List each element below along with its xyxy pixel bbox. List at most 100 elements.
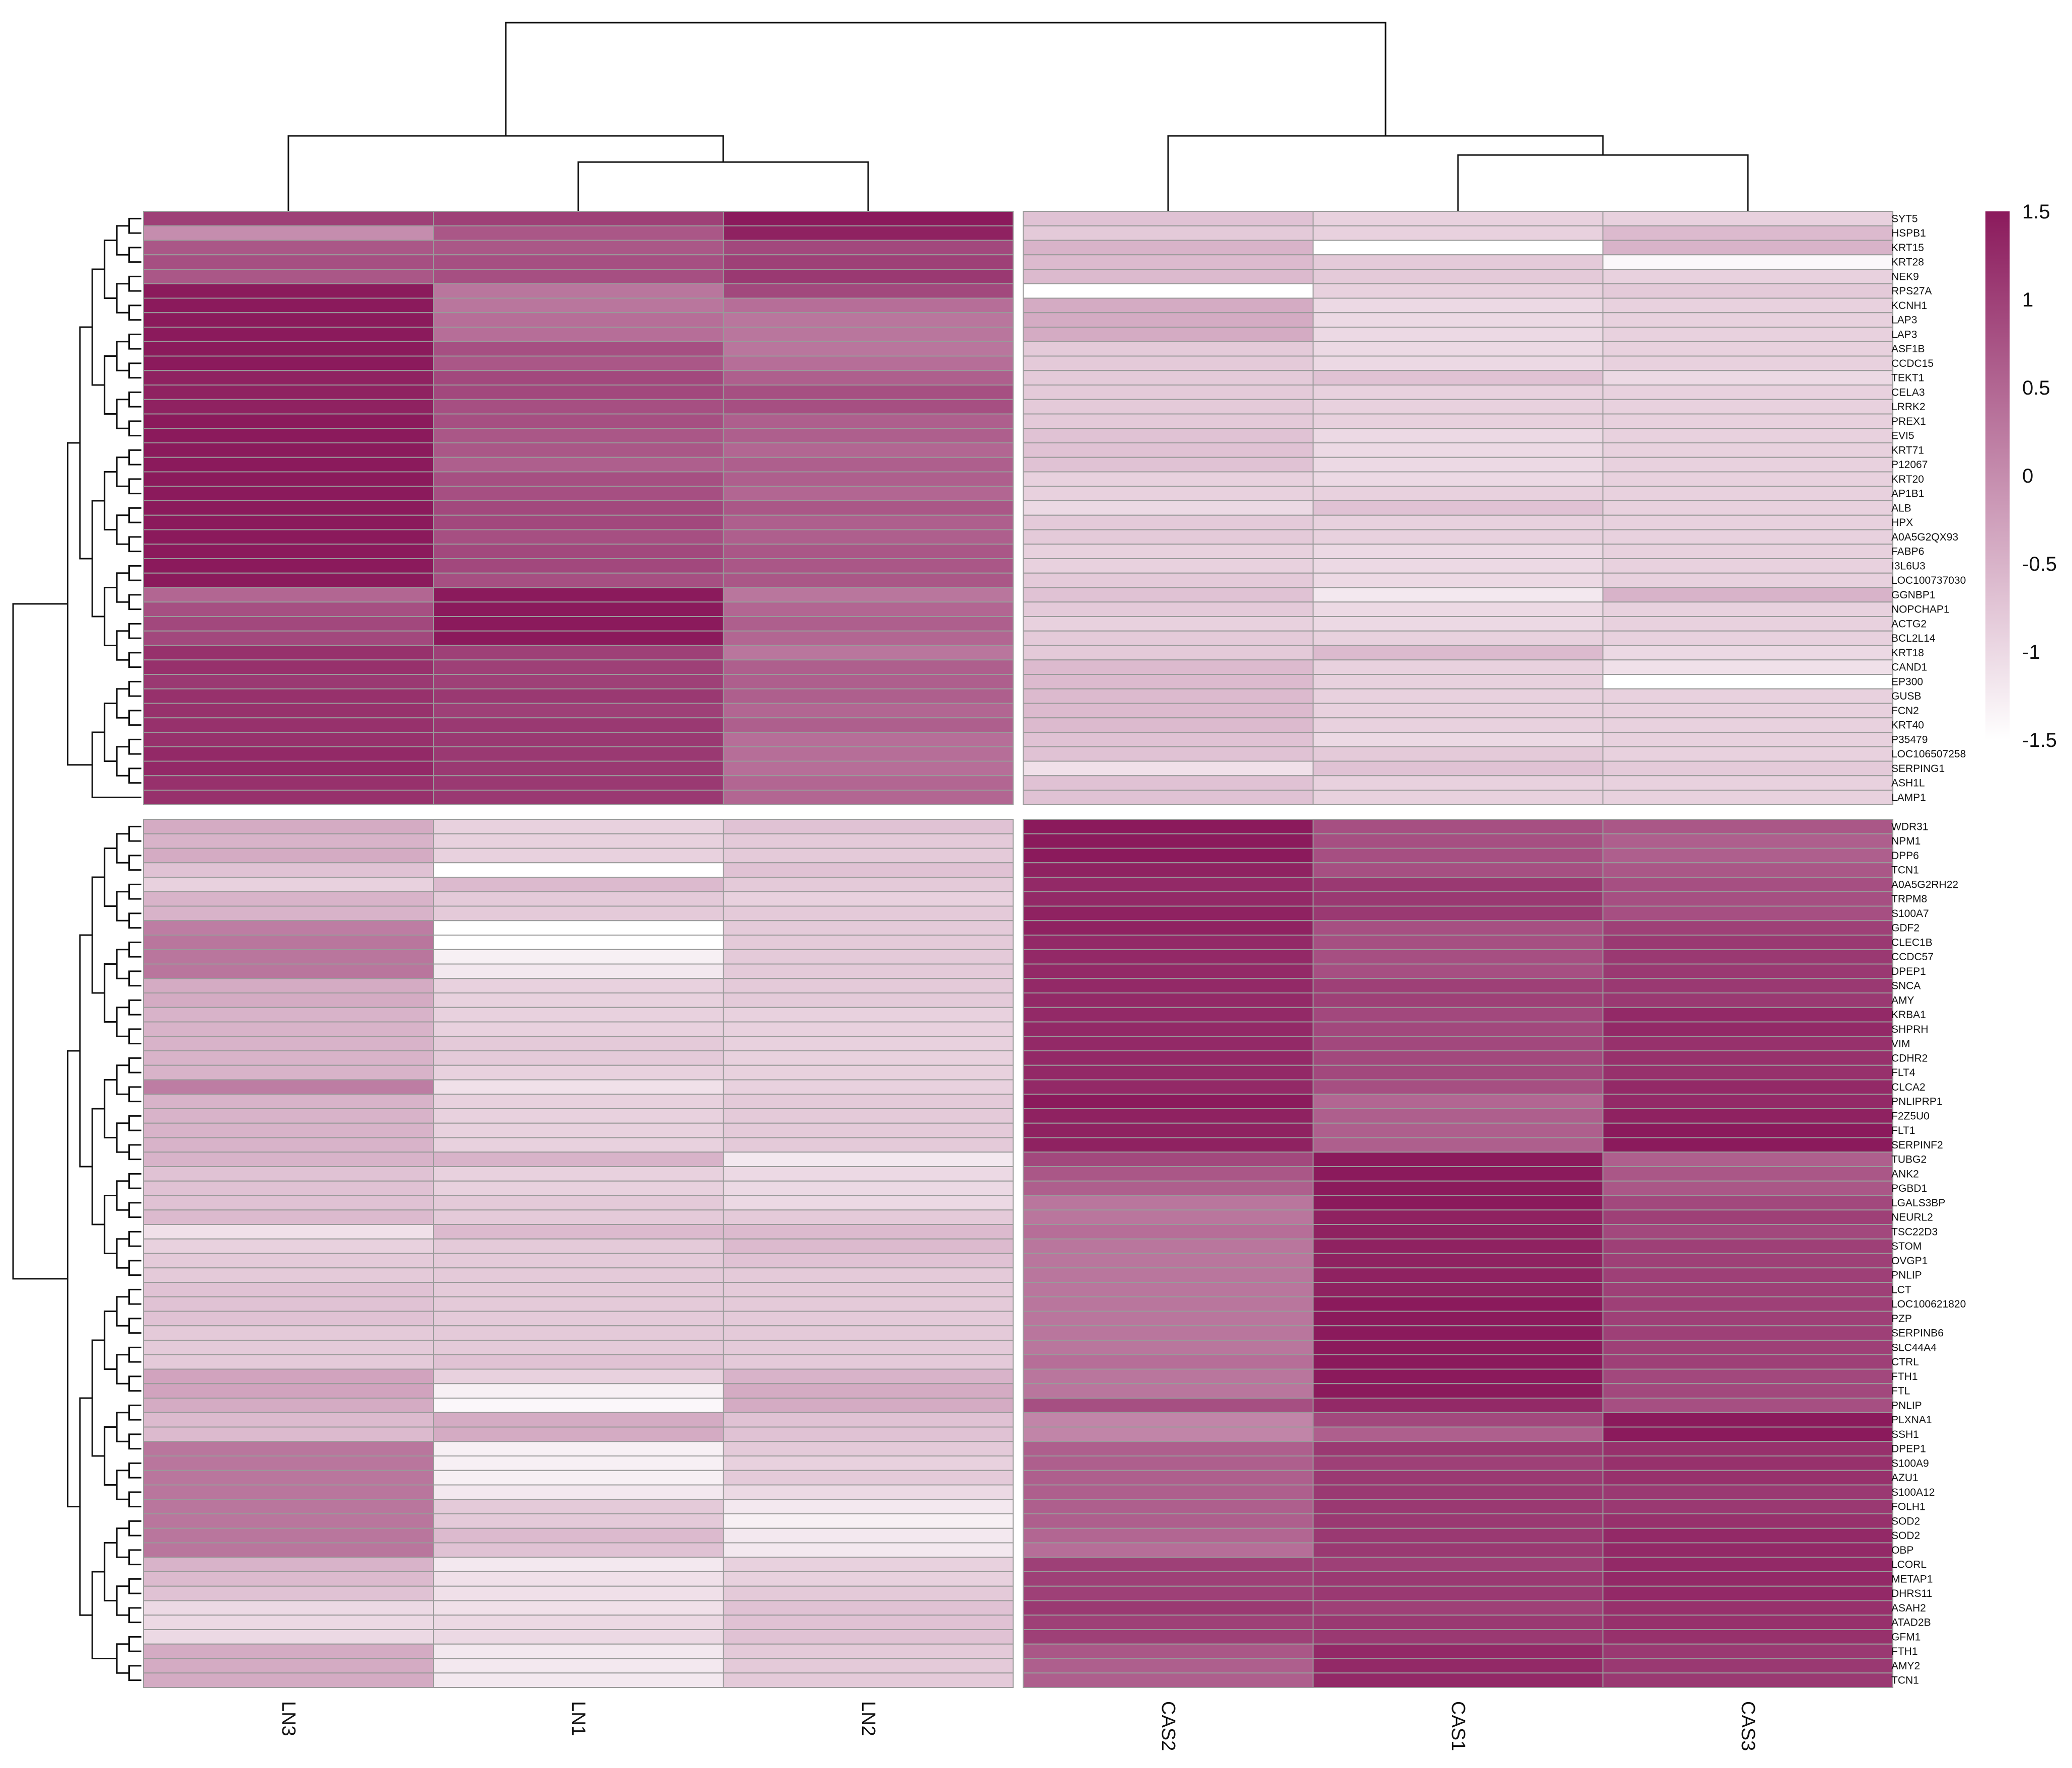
heatmap-cell (143, 500, 434, 516)
heatmap-cell (143, 1079, 434, 1095)
heatmap-cell (1602, 1325, 1893, 1341)
heatmap-cell (433, 587, 724, 603)
heatmap-cell (723, 920, 1014, 936)
dendrogram-branch (128, 825, 141, 842)
heatmap-cell (1313, 1513, 1603, 1529)
heatmap-cell (433, 1571, 724, 1587)
dendrogram-branch (128, 1086, 141, 1103)
heatmap-cell (1602, 514, 1893, 530)
heatmap-cell (1602, 385, 1893, 400)
heatmap-cell (1313, 1398, 1603, 1413)
dendrogram-branch (116, 1007, 129, 1037)
gene-label: ANK2 (1891, 1168, 1919, 1180)
heatmap-cell (1313, 717, 1603, 733)
heatmap-cell (1602, 529, 1893, 545)
heatmap-cell (1313, 1180, 1603, 1196)
heatmap-cell (433, 616, 724, 632)
heatmap-cell (723, 1398, 1014, 1413)
heatmap-cell (433, 1513, 724, 1529)
heatmap-cell (143, 963, 434, 979)
heatmap-cell (1602, 1021, 1893, 1037)
heatmap-cell (723, 456, 1014, 473)
heatmap-cell (723, 1340, 1014, 1355)
heatmap-cell (143, 1672, 434, 1688)
gene-label: BCL2L14 (1891, 633, 1936, 644)
heatmap-cell (723, 1571, 1014, 1587)
dendrogram-branch (128, 1057, 141, 1073)
heatmap-cell (1023, 717, 1314, 733)
heatmap-cell (1023, 1398, 1314, 1413)
dendrogram-branch (1167, 135, 1604, 211)
heatmap-cell (433, 1658, 724, 1674)
heatmap-cell (1313, 312, 1603, 328)
heatmap-cell (1602, 211, 1893, 226)
heatmap-cell (1023, 891, 1314, 907)
dendrogram-branch (128, 478, 141, 495)
heatmap-cell (433, 355, 724, 371)
heatmap-cell (143, 587, 434, 603)
heatmap-cell (1023, 790, 1314, 805)
heatmap-cell (1602, 1050, 1893, 1066)
column-label: CAS2 (1158, 1701, 1179, 1751)
heatmap-cell (143, 891, 434, 907)
dendrogram-branch (104, 1195, 117, 1254)
dendrogram-branch (128, 1288, 141, 1305)
heatmap-cell (143, 1325, 434, 1341)
heatmap-cell (723, 601, 1014, 617)
heatmap-cell (1023, 370, 1314, 386)
heatmap-cell (1023, 529, 1314, 545)
gene-label: DPEP1 (1891, 1443, 1926, 1455)
heatmap-cell (723, 1267, 1014, 1283)
heatmap-cell (1602, 819, 1893, 834)
heatmap-cell (433, 1224, 724, 1240)
dendrogram-branch (128, 1462, 141, 1479)
heatmap-cell (143, 645, 434, 661)
gene-label: DPEP1 (1891, 966, 1926, 977)
heatmap-cell (433, 385, 724, 400)
heatmap-cell (433, 1007, 724, 1023)
heatmap-cell (1602, 1354, 1893, 1370)
heatmap-cell (1023, 1064, 1314, 1081)
heatmap-cell (1023, 1672, 1314, 1688)
heatmap-cell (1023, 1180, 1314, 1196)
heatmap-cell (433, 1643, 724, 1659)
heatmap-cell (433, 1137, 724, 1153)
gene-label: CDHR2 (1891, 1052, 1928, 1064)
gene-label: FOLH1 (1891, 1501, 1926, 1513)
heatmap-cell (433, 1426, 724, 1442)
heatmap-cell (723, 1021, 1014, 1037)
heatmap-cell (1602, 1036, 1893, 1051)
heatmap-cell (1023, 1108, 1314, 1124)
heatmap-cell (433, 790, 724, 805)
heatmap-cell (143, 1209, 434, 1225)
heatmap-cell (143, 1398, 434, 1413)
heatmap-cell (1023, 312, 1314, 328)
gene-label: ASF1B (1891, 343, 1925, 355)
heatmap-cell (143, 1296, 434, 1312)
heatmap-cell (433, 1412, 724, 1428)
heatmap-cell (433, 1079, 724, 1095)
heatmap-cell (433, 963, 724, 979)
heatmap-cell (723, 674, 1014, 689)
dendrogram-branch (116, 225, 129, 256)
heatmap-cell (1313, 1585, 1603, 1601)
heatmap-cell (143, 790, 434, 805)
heatmap-cell (143, 992, 434, 1008)
heatmap-cell (1602, 572, 1893, 588)
heatmap-cell (1313, 1079, 1603, 1095)
heatmap-cell (723, 703, 1014, 719)
heatmap-cell (1023, 1484, 1314, 1500)
heatmap-cell (1602, 456, 1893, 473)
heatmap-cell (1313, 471, 1603, 487)
heatmap-cell (1313, 949, 1603, 965)
heatmap-cell (433, 529, 724, 545)
heatmap-cell (1602, 920, 1893, 936)
heatmap-cell (1023, 1585, 1314, 1601)
heatmap-cell (1602, 1470, 1893, 1486)
heatmap-cell (1602, 1585, 1893, 1601)
heatmap-cell (1313, 1036, 1603, 1051)
heatmap-cell (1602, 1296, 1893, 1312)
heatmap-cell (143, 558, 434, 574)
heatmap-cell (433, 413, 724, 429)
gene-label: SOD2 (1891, 1515, 1920, 1527)
